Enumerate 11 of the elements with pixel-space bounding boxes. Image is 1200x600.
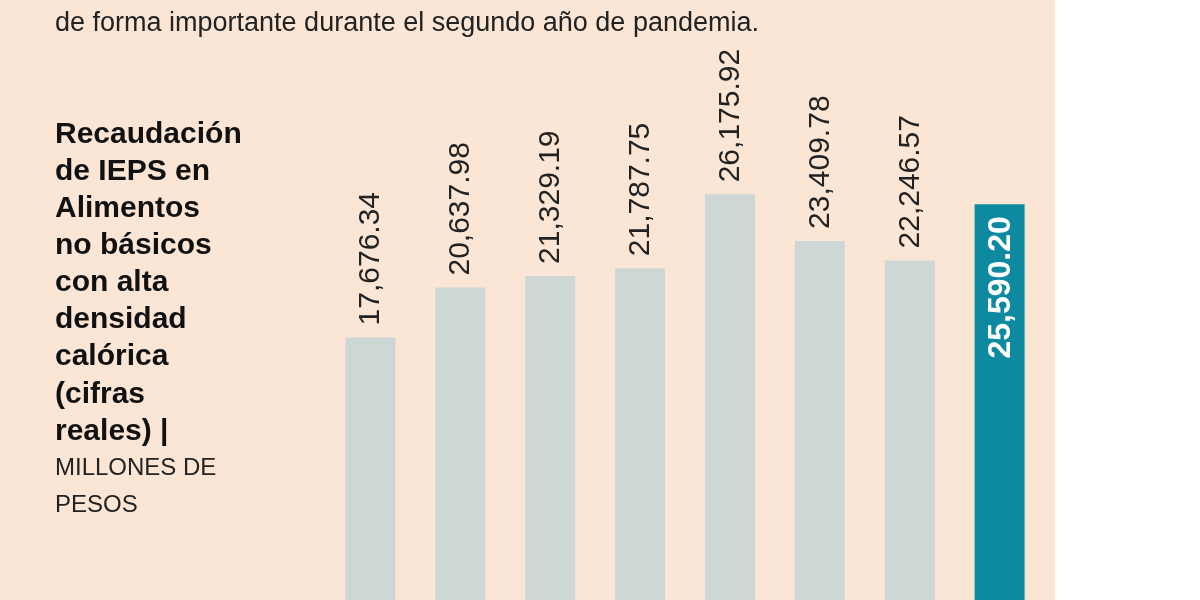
data-label: 21,787.75: [622, 122, 656, 257]
text: MILLONES DE PESOS: [55, 452, 217, 517]
text: de forma importante durante el segundo año de pandemia.: [55, 6, 759, 37]
data-label: 21,329.19: [532, 130, 566, 264]
data-label: 25,590.20: [980, 216, 1017, 359]
data-label: 23,409.78: [801, 95, 835, 229]
data-label: 20,637.98: [442, 142, 476, 276]
data-label: 22,246.57: [891, 115, 925, 249]
chart-title: Recaudación de IEPS en Alimentos no básicos con alta densidad calórica (cifras reales) |: [55, 115, 242, 446]
data-label: 26,175.92: [711, 48, 745, 183]
data-label: 17,676.34: [352, 191, 386, 326]
